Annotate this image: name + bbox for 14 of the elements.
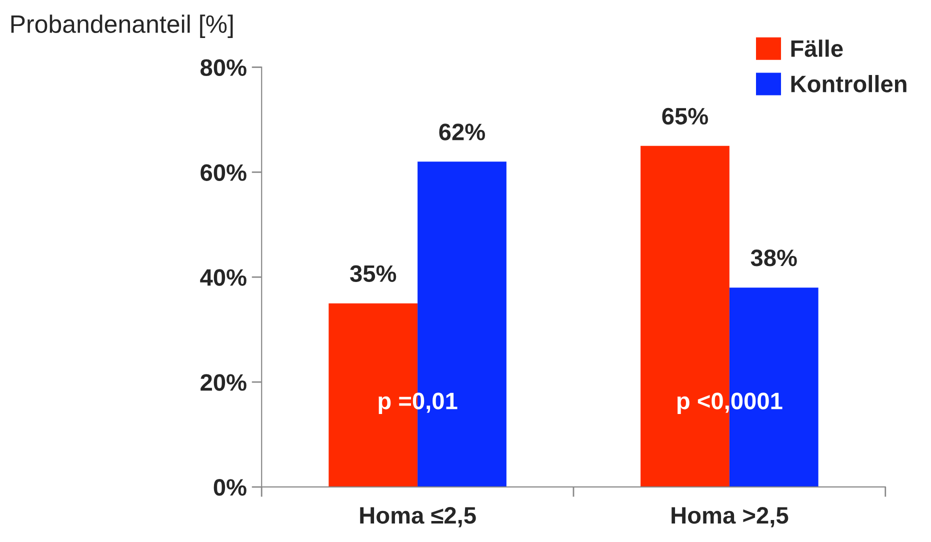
data-label: 38% xyxy=(750,250,797,266)
y-tick-label: 20% xyxy=(200,374,246,391)
data-label: 62% xyxy=(439,124,486,140)
y-tick-label: 80% xyxy=(200,59,246,76)
y-tick-label: 0% xyxy=(214,479,246,496)
x-tick-label: Homa >2,5 xyxy=(672,507,788,528)
x-tick-label: Homa ≤2,5 xyxy=(360,507,476,528)
y-tick-label: 60% xyxy=(200,164,246,181)
y-axis-title: Probandenanteil [%] xyxy=(11,14,233,38)
legend-label: Fälle xyxy=(791,40,843,57)
legend-label: Kontrollen xyxy=(791,74,906,92)
y-tick-label: 40% xyxy=(200,269,246,286)
data-label: 65% xyxy=(662,108,708,125)
data-label: 35% xyxy=(350,265,396,282)
